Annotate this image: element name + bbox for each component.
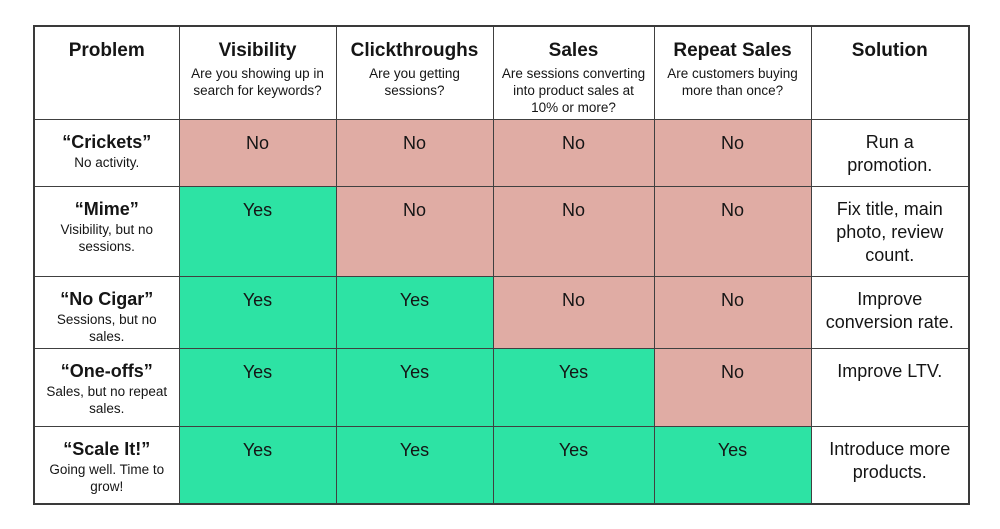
problem-cell: “One-offs” Sales, but no repeat sales. bbox=[33, 347, 180, 427]
answer-cell: No bbox=[335, 118, 494, 187]
solution-cell: Introduce more products. bbox=[810, 425, 970, 505]
problem-cell: “Scale It!” Going well. Time to grow! bbox=[33, 425, 180, 505]
problem-description: No activity. bbox=[74, 155, 140, 171]
answer-cell: Yes bbox=[178, 425, 337, 505]
solution-cell: Improve LTV. bbox=[810, 347, 970, 427]
answer-cell: Yes bbox=[335, 347, 494, 427]
table-row-crickets: “Crickets” No activity. No No No No Run … bbox=[33, 118, 970, 187]
table-row-scale-it: “Scale It!” Going well. Time to grow! Ye… bbox=[33, 425, 970, 505]
answer-cell: No bbox=[653, 275, 812, 349]
answer-cell: No bbox=[492, 185, 655, 277]
diagnosis-table: Problem Visibility Are you showing up in… bbox=[33, 25, 970, 505]
column-title: Sales bbox=[548, 40, 599, 61]
problem-name: “Mime” bbox=[74, 198, 139, 219]
header-cell-clickthroughs: Clickthroughs Are you getting sessions? bbox=[335, 25, 494, 120]
answer-cell: No bbox=[492, 275, 655, 349]
problem-description: Sessions, but no sales. bbox=[56, 312, 157, 344]
problem-name: “Scale It!” bbox=[63, 438, 151, 459]
column-title: Problem bbox=[68, 40, 145, 61]
table-row-no-cigar: “No Cigar” Sessions, but no sales. Yes Y… bbox=[33, 275, 970, 349]
solution-cell: Fix title, main photo, review count. bbox=[810, 185, 970, 277]
header-cell-problem: Problem bbox=[33, 25, 180, 120]
column-title: Visibility bbox=[218, 40, 297, 61]
answer-cell: No bbox=[653, 118, 812, 187]
header-cell-repeat-sales: Repeat Sales Are customers buying more t… bbox=[653, 25, 812, 120]
table-row-mime: “Mime” Visibility, but no sessions. Yes … bbox=[33, 185, 970, 277]
header-cell-visibility: Visibility Are you showing up in search … bbox=[178, 25, 337, 120]
header-row: Problem Visibility Are you showing up in… bbox=[33, 25, 970, 120]
problem-name: “Crickets” bbox=[62, 131, 152, 152]
answer-cell: No bbox=[653, 347, 812, 427]
header-cell-solution: Solution bbox=[810, 25, 970, 120]
answer-cell: No bbox=[653, 185, 812, 277]
column-subtitle: Are customers buying more than once? bbox=[667, 65, 798, 98]
column-title: Solution bbox=[851, 40, 928, 61]
problem-description: Sales, but no repeat sales. bbox=[46, 384, 168, 416]
column-subtitle: Are you showing up in search for keyword… bbox=[191, 65, 324, 98]
column-subtitle: Are you getting sessions? bbox=[369, 65, 460, 98]
answer-cell: Yes bbox=[492, 425, 655, 505]
column-subtitle: Are sessions converting into product sal… bbox=[501, 65, 646, 115]
answer-cell: Yes bbox=[492, 347, 655, 427]
column-title: Clickthroughs bbox=[350, 40, 479, 61]
answer-cell: Yes bbox=[178, 275, 337, 349]
answer-cell: Yes bbox=[335, 275, 494, 349]
column-title: Repeat Sales bbox=[673, 40, 792, 61]
answer-cell: Yes bbox=[335, 425, 494, 505]
problem-cell: “Mime” Visibility, but no sessions. bbox=[33, 185, 180, 277]
problem-cell: “No Cigar” Sessions, but no sales. bbox=[33, 275, 180, 349]
problem-cell: “Crickets” No activity. bbox=[33, 118, 180, 187]
answer-cell: No bbox=[492, 118, 655, 187]
problem-name: “One-offs” bbox=[60, 360, 153, 381]
solution-cell: Run a promotion. bbox=[810, 118, 970, 187]
solution-cell: Improve conversion rate. bbox=[810, 275, 970, 349]
answer-cell: Yes bbox=[178, 347, 337, 427]
answer-cell: Yes bbox=[178, 185, 337, 277]
answer-cell: Yes bbox=[653, 425, 812, 505]
header-cell-sales: Sales Are sessions converting into produ… bbox=[492, 25, 655, 120]
problem-description: Visibility, but no sessions. bbox=[60, 222, 154, 254]
problem-description: Going well. Time to grow! bbox=[49, 462, 165, 494]
answer-cell: No bbox=[178, 118, 337, 187]
table-row-one-offs: “One-offs” Sales, but no repeat sales. Y… bbox=[33, 347, 970, 427]
problem-name: “No Cigar” bbox=[60, 288, 154, 309]
answer-cell: No bbox=[335, 185, 494, 277]
